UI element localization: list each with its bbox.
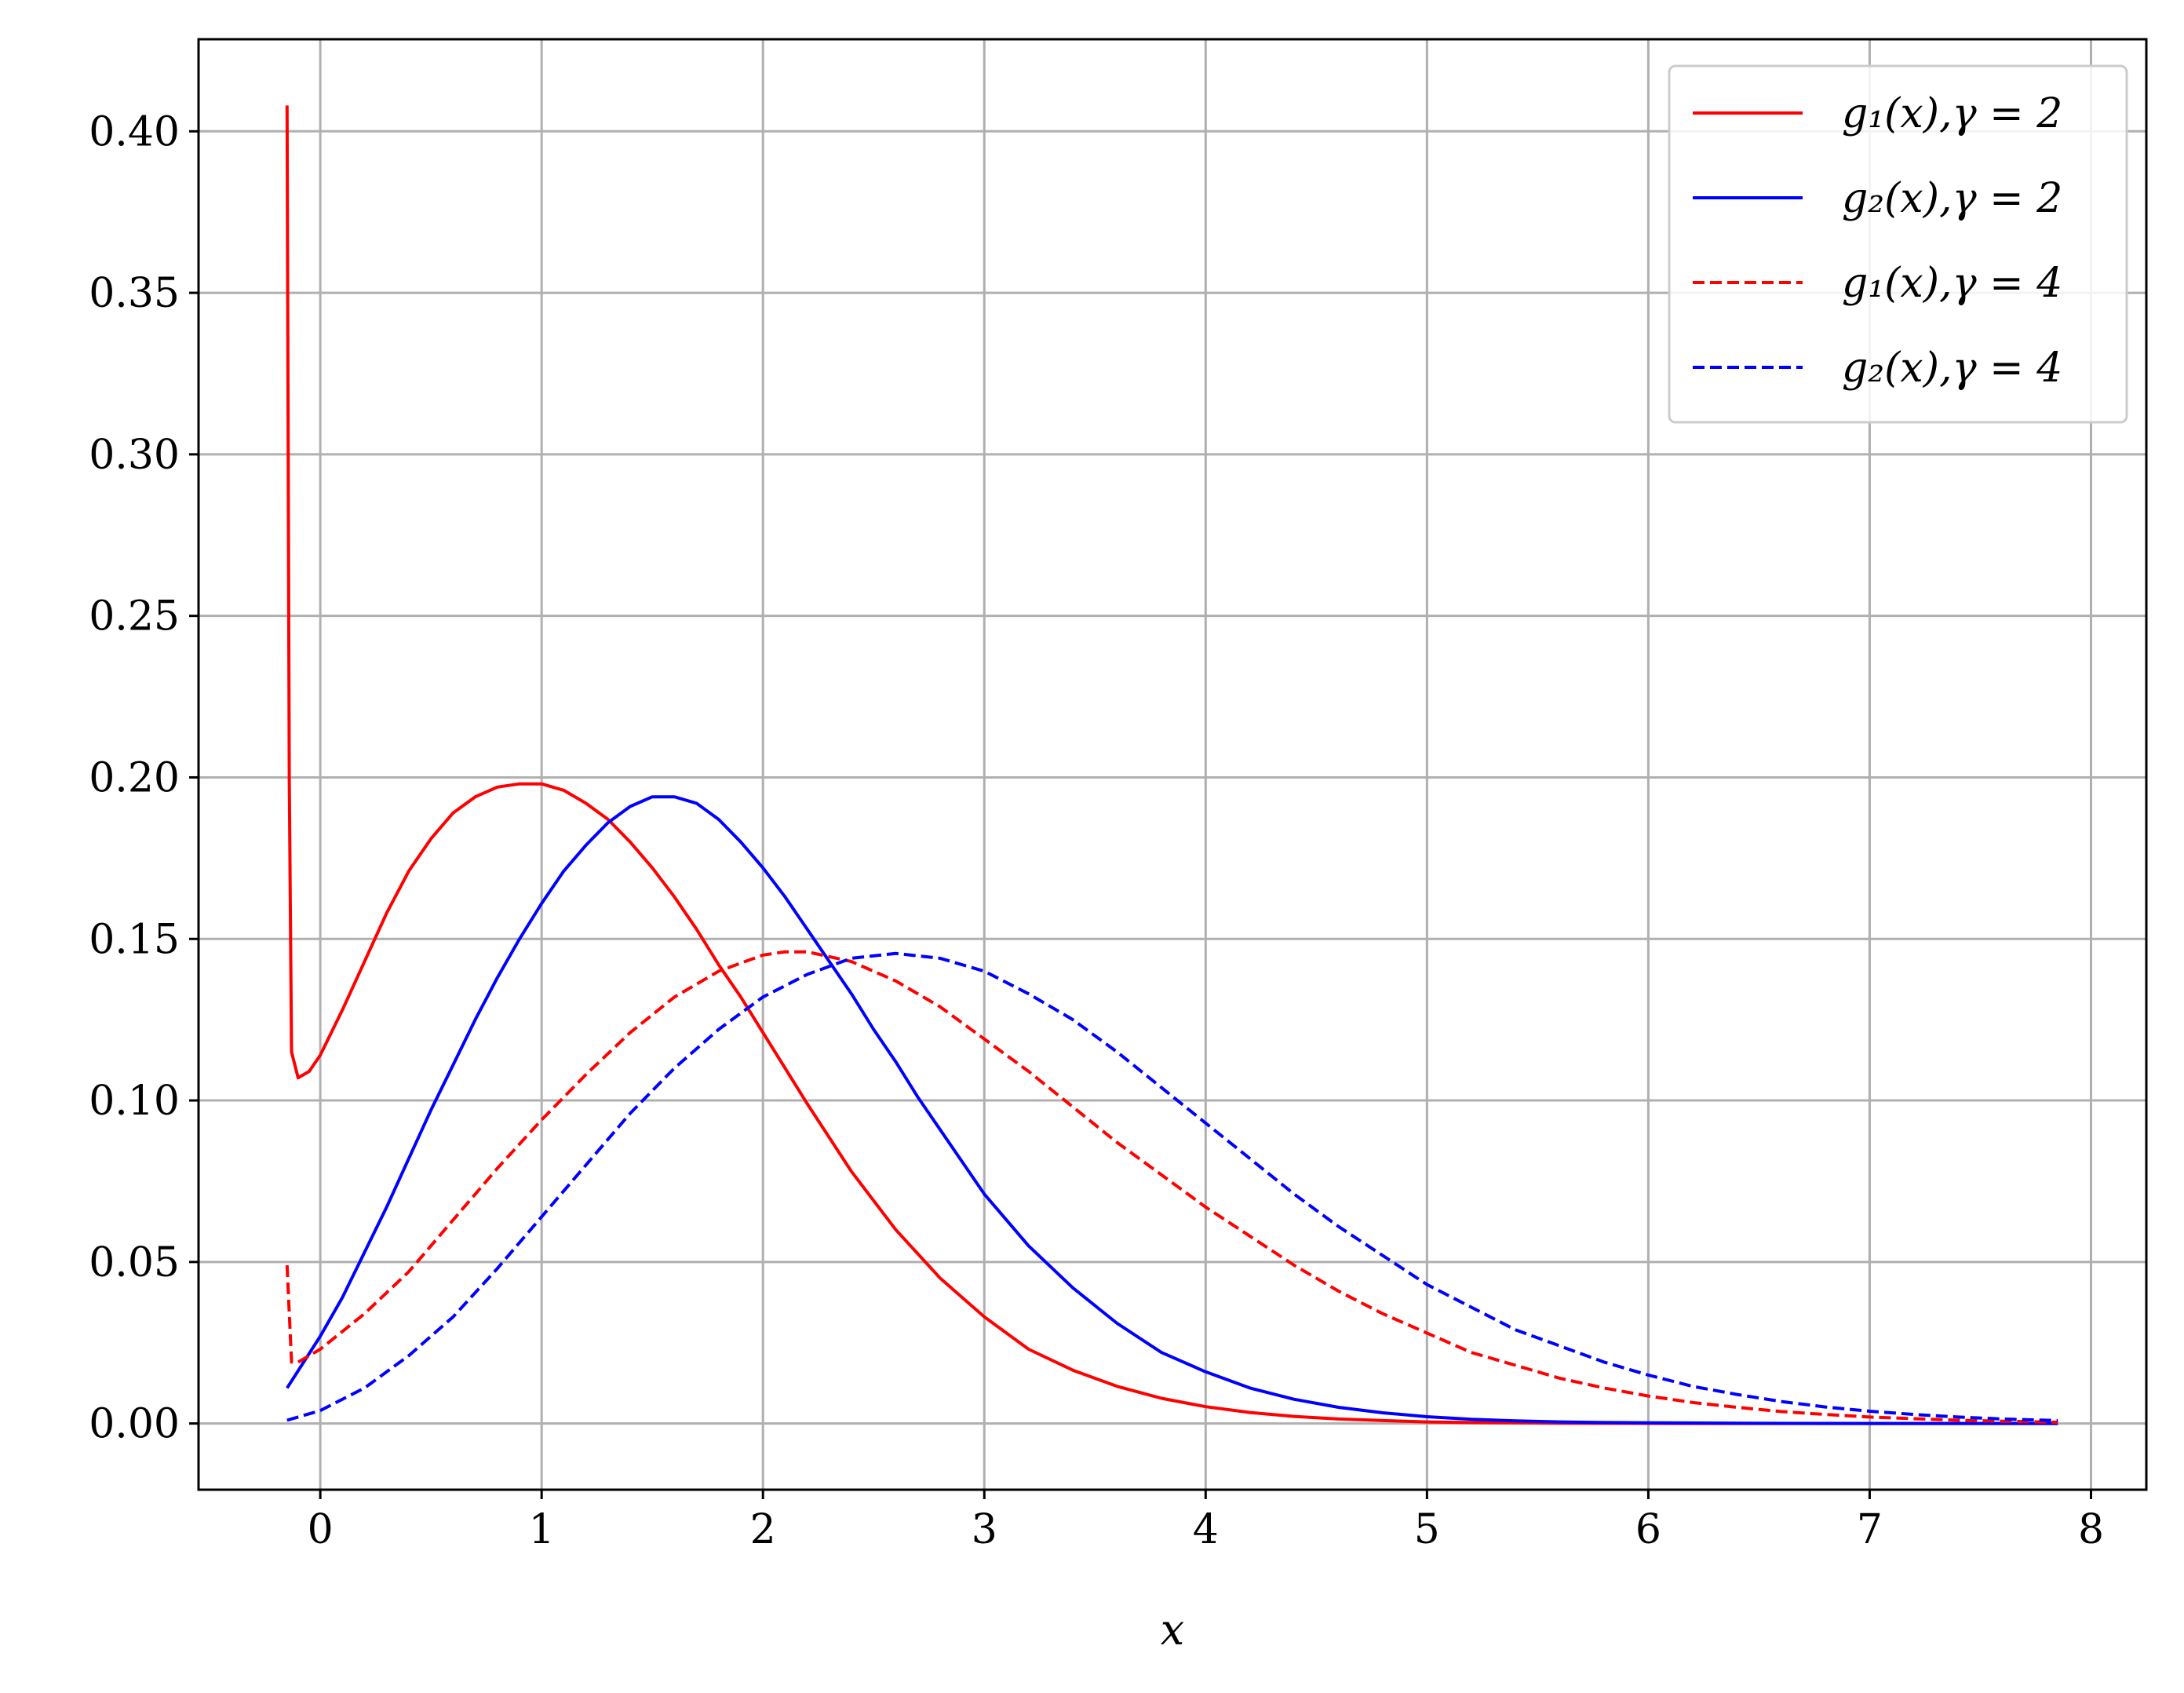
legend-box xyxy=(1668,64,2128,424)
legend: g₁(x),γ = 2 g₂(x),γ = 2 g₁(x),γ = 4 g₂(x),γ… xyxy=(1668,64,2128,424)
x-tick-label: 2 xyxy=(750,1506,776,1553)
y-tick-label: 0.20 xyxy=(89,754,180,801)
legend-label-4: g₂(x),γ = 4 xyxy=(1842,345,2062,392)
x-tick-label: 7 xyxy=(1857,1506,1883,1553)
x-tick-label: 3 xyxy=(972,1506,997,1553)
axes: 0 1 2 3 4 5 6 7 8 0.00 0.05 0.10 0.15 0.20 0.25 0.30 0.3… xyxy=(89,38,2148,1553)
y-tick-label: 0.00 xyxy=(89,1401,180,1448)
x-tick-label: 1 xyxy=(529,1506,555,1553)
grid-lines xyxy=(199,39,2146,1490)
x-axis-label: x xyxy=(1161,1605,1184,1655)
x-tick-label: 0 xyxy=(308,1506,334,1553)
legend-label-3: g₁(x),γ = 4 xyxy=(1842,260,2062,307)
series-line-3 xyxy=(285,950,2058,1424)
plot-frame xyxy=(197,38,2148,1491)
legend-label-1: g₁(x),γ = 2 xyxy=(1842,90,2062,137)
series-line-2 xyxy=(286,795,2058,1425)
y-tick-label: 0.25 xyxy=(89,593,180,640)
y-tick-label: 0.10 xyxy=(89,1078,180,1125)
y-tick-label: 0.05 xyxy=(89,1239,180,1286)
series-line-4 xyxy=(286,951,2058,1422)
x-tick-label: 4 xyxy=(1193,1506,1219,1553)
y-tick-label: 0.35 xyxy=(89,270,180,317)
y-tick-label: 0.40 xyxy=(89,108,180,155)
y-tick-label: 0.15 xyxy=(89,916,180,963)
legend-label-2: g₂(x),γ = 2 xyxy=(1842,175,2062,222)
x-tick-label: 5 xyxy=(1414,1506,1440,1553)
plot-series xyxy=(285,105,2058,1425)
x-tick-label: 8 xyxy=(2078,1506,2104,1553)
x-tick-label: 6 xyxy=(1635,1506,1661,1553)
y-tick-label: 0.30 xyxy=(89,432,180,479)
